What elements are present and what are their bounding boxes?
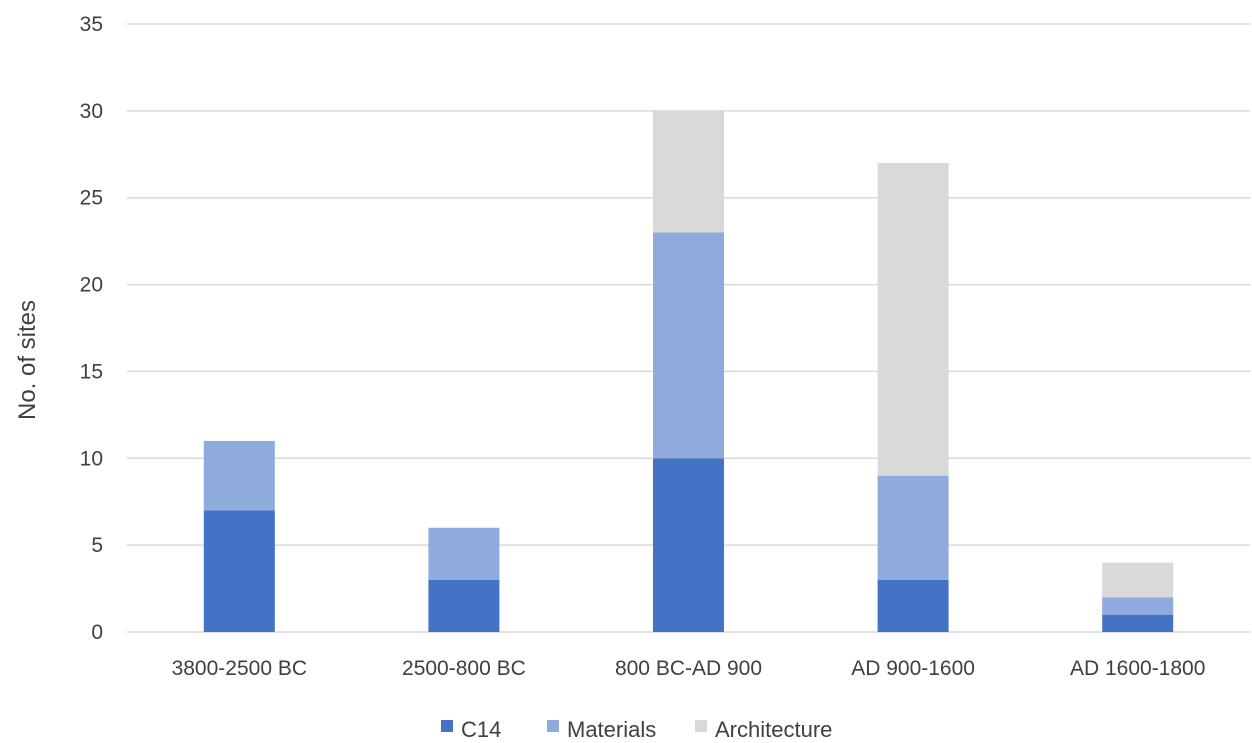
y-tick-label: 15 (80, 360, 103, 383)
x-tick-label: AD 1600-1800 (1070, 657, 1205, 680)
legend-swatch-c14 (441, 720, 453, 732)
bar-c14-4 (877, 579, 949, 632)
x-tick-label: 800 BC-AD 900 (615, 657, 762, 680)
bar-c14-3 (653, 458, 724, 632)
bar-materials-3 (653, 232, 724, 459)
bar-architecture-3 (653, 110, 724, 233)
bar-materials-1 (203, 440, 275, 511)
y-tick-label: 30 (80, 100, 103, 123)
x-axis-ticks: 3800-2500 BC 2500-800 BC 800 BC-AD 900 AD 9… (172, 657, 1206, 680)
x-tick-label: 2500-800 BC (402, 657, 526, 680)
y-tick-label: 0 (91, 621, 103, 644)
bar-c14-1 (203, 510, 275, 632)
bars (203, 110, 1174, 632)
y-tick-label: 10 (80, 447, 103, 470)
bar-materials-5 (1102, 597, 1174, 615)
bar-c14-5 (1102, 614, 1174, 632)
bar-architecture-4 (877, 162, 949, 476)
bar-architecture-5 (1102, 562, 1174, 598)
legend-swatch-materials (547, 720, 559, 732)
bar-materials-2 (428, 527, 500, 580)
legend-label-architecture: Architecture (715, 717, 832, 738)
y-axis-ticks: 0 5 10 15 20 25 30 35 (80, 13, 103, 644)
x-tick-label: 3800-2500 BC (172, 657, 307, 680)
y-tick-label: 35 (80, 13, 103, 36)
y-tick-label: 25 (80, 187, 103, 210)
legend-label-c14: C14 (461, 717, 501, 738)
legend-label-materials: Materials (567, 717, 656, 738)
legend-swatch-architecture (695, 720, 707, 732)
y-tick-label: 5 (91, 534, 103, 557)
y-axis-title: No. of sites (14, 300, 41, 420)
x-tick-label: AD 900-1600 (851, 657, 975, 680)
y-tick-label: 20 (80, 274, 103, 297)
bar-materials-4 (877, 475, 949, 580)
legend: C14 Materials Architecture (441, 717, 832, 742)
bar-c14-2 (428, 579, 500, 632)
